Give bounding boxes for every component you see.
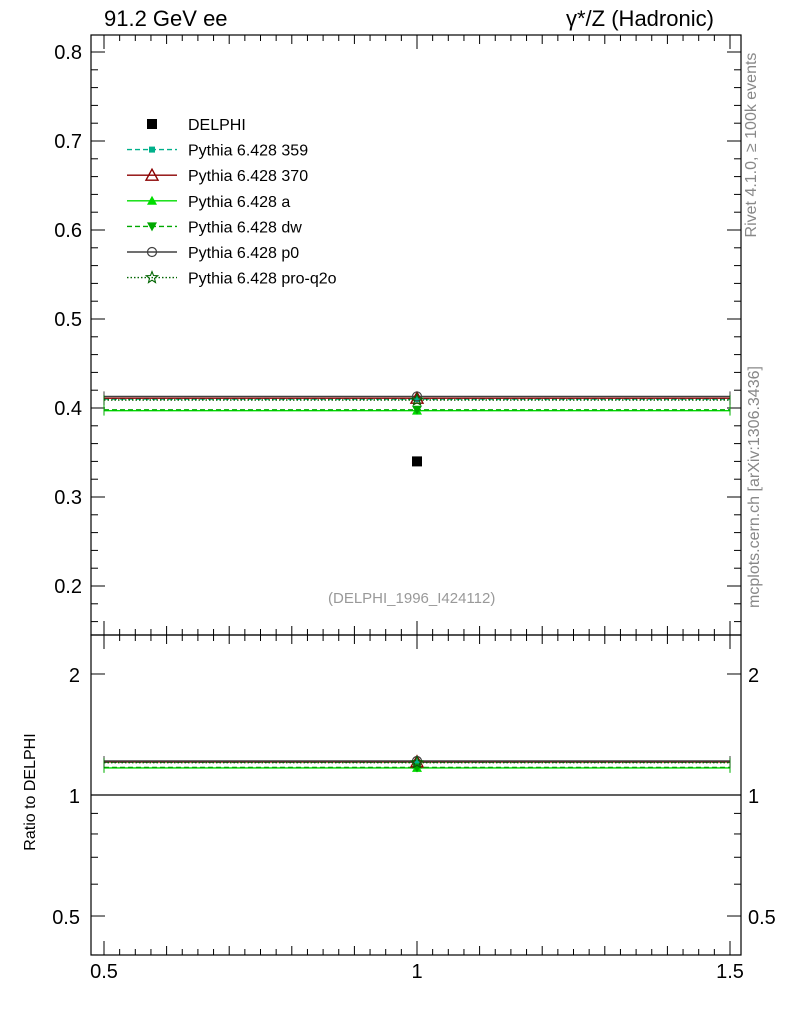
legend-label-4: Pythia 6.428 p0 [188, 245, 299, 262]
legend-marker-1 [144, 167, 160, 181]
ratio-series-marker-5 [409, 755, 425, 769]
axis-ticks [91, 35, 741, 956]
legend-label-delphi: DELPHI [188, 117, 246, 134]
legend-label-3: Pythia 6.428 dw [188, 219, 302, 236]
main-ytick-label: 0.3 [54, 487, 82, 509]
main-ytick-label: 0.5 [54, 309, 82, 331]
legend-marker-5 [144, 270, 160, 284]
main-ytick-label: 0.2 [54, 576, 82, 598]
xtick-label: 1 [411, 961, 422, 983]
legend-label-0: Pythia 6.428 359 [188, 143, 308, 160]
ratio-series-marker-0 [414, 759, 420, 766]
tick-labels: 0.2 0.3 0.4 0.5 0.6 0.7 0.8 0.5 0.5 1 1 2 2 0.5 1 1.5 [52, 42, 776, 983]
legend-marker-delphi [147, 119, 157, 129]
ratio-ytick-label-left: 2 [69, 665, 80, 687]
xtick-label: 1.5 [716, 961, 744, 983]
legend-marker-2 [147, 195, 157, 205]
ratio-ytick-label-right: 2 [748, 665, 759, 687]
main-ytick-label: 0.4 [54, 398, 82, 420]
main-series-marker-3 [412, 405, 422, 415]
legend-label-5: Pythia 6.428 pro-q2o [188, 271, 337, 288]
ratio-ytick-label-right: 1 [748, 786, 759, 808]
analysis-watermark: (DELPHI_1996_I424112) [328, 590, 496, 607]
ratio-ytick-label-right: 0.5 [748, 907, 776, 929]
header-left-title: 91.2 GeV ee [104, 6, 228, 31]
main-ytick-label: 0.8 [54, 42, 82, 64]
legend-label-2: Pythia 6.428 a [188, 194, 290, 211]
main-series-marker-5 [409, 392, 425, 406]
main-ytick-label: 0.7 [54, 131, 82, 153]
ratio-ytick-label-left: 1 [69, 786, 80, 808]
ratio-ytick-label-left: 0.5 [52, 907, 80, 929]
series-lines [91, 391, 741, 796]
legend: DELPHI Pythia 6.428 359 Pythia 6.428 370 Py… [127, 117, 337, 288]
xtick-label: 0.5 [90, 961, 118, 983]
legend-marker-3 [147, 222, 157, 232]
main-series-marker-0 [414, 396, 420, 403]
legend-label-1: Pythia 6.428 370 [188, 168, 308, 185]
series-markers [409, 390, 425, 773]
legend-marker-4 [146, 246, 158, 258]
main-series-marker-4 [411, 391, 423, 402]
legend-marker-0 [149, 146, 155, 153]
header-right-title: γ*/Z (Hadronic) [566, 6, 714, 31]
main-ytick-label: 0.6 [54, 220, 82, 242]
data-point-delphi [412, 456, 422, 467]
